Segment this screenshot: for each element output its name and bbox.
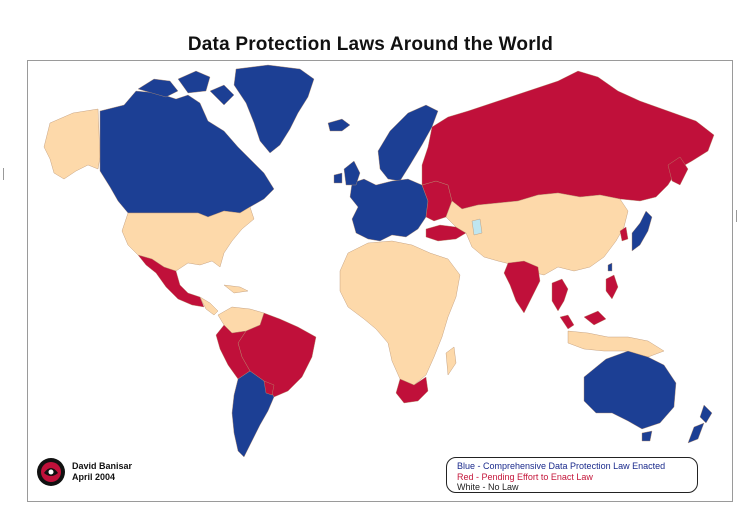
legend-item-white: White - No Law [457,482,519,492]
privacy-international-logo-icon [37,458,65,486]
region-africa [339,240,461,386]
author-name: David Banisar [72,461,133,471]
region-japan [631,210,653,252]
map-title: Data Protection Laws Around the World [187,34,554,55]
legend-item-red: Red - Pending Effort to Enact Law [457,471,593,482]
region-russia [421,70,715,210]
region-kamchatka [667,156,689,186]
region-thailand [551,278,569,312]
edge-mark-right [736,210,737,222]
map-credit: David Banisar April 2004 [72,461,132,483]
region-canada-islands [137,70,235,106]
region-philippines [605,274,619,300]
region-uk-ireland [333,160,361,186]
region-mexico [137,254,205,308]
region-canada [99,90,275,218]
region-united-states [121,206,255,272]
region-south-africa [395,376,429,404]
region-korea [619,226,629,242]
world-map-svg [43,64,715,458]
region-india [503,260,541,314]
region-uruguay [263,380,275,396]
region-caspian-sea [471,218,483,236]
region-turkey [425,224,467,242]
region-madagascar [445,346,457,376]
legend-item-blue: Blue - Comprehensive Data Protection Law… [457,461,666,471]
region-iceland [327,118,351,132]
region-western-europe [349,178,429,242]
region-indonesia [567,330,665,358]
edge-mark-left [3,168,4,180]
region-scandinavia [377,104,439,182]
map-legend: Blue - Comprehensive Data Protection Law… [446,457,698,493]
region-new-zealand [687,404,713,444]
region-alaska [43,108,101,180]
region-greenland [233,64,315,154]
region-central-america [199,284,249,316]
map-date: April 2004 [72,472,116,482]
region-taiwan [607,262,613,272]
region-australia [583,350,677,430]
region-tasmania [641,430,653,442]
world-map [27,60,733,502]
region-malaysia [559,310,607,330]
region-asia-none [445,192,629,276]
